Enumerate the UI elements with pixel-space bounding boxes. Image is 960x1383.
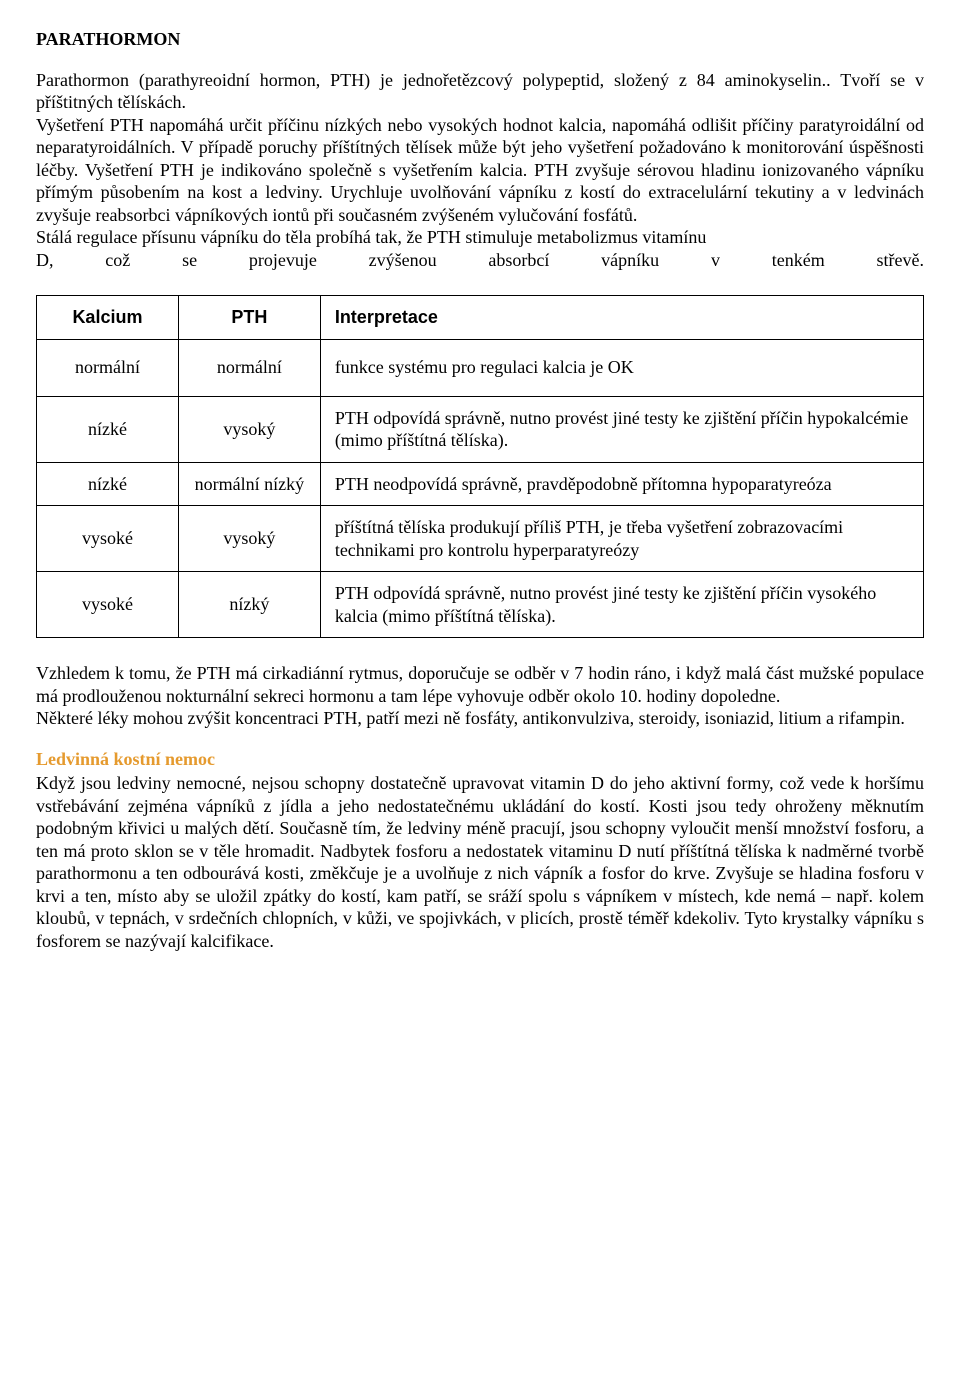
- cell-kalcium: vysoké: [37, 506, 179, 572]
- intro-para-3a: Stálá regulace přísunu vápníku do těla p…: [36, 226, 924, 249]
- cell-interpretace: příštítná tělíska produkují příliš PTH, …: [320, 506, 923, 572]
- intro-para-3b: D, což se projevuje zvýšenou absorbcí vá…: [36, 249, 924, 272]
- cell-pth: normální nízký: [178, 462, 320, 506]
- subheading-kidney: Ledvinná kostní nemoc: [36, 748, 924, 771]
- cell-kalcium: vysoké: [37, 572, 179, 638]
- table-row: vysoké nízký PTH odpovídá správně, nutno…: [37, 572, 924, 638]
- cell-pth: normální: [178, 339, 320, 396]
- cell-kalcium: nízké: [37, 462, 179, 506]
- kidney-para: Když jsou ledviny nemocné, nejsou schopn…: [36, 772, 924, 952]
- after-table-para-2: Některé léky mohou zvýšit koncentraci PT…: [36, 707, 924, 730]
- page-title: PARATHORMON: [36, 28, 924, 51]
- col-header-interpretace: Interpretace: [320, 296, 923, 340]
- cell-interpretace: PTH neodpovídá správně, pravděpodobně př…: [320, 462, 923, 506]
- cell-pth: vysoký: [178, 506, 320, 572]
- table-row: nízké vysoký PTH odpovídá správně, nutno…: [37, 396, 924, 462]
- cell-pth: nízký: [178, 572, 320, 638]
- cell-interpretace: PTH odpovídá správně, nutno provést jiné…: [320, 396, 923, 462]
- table-row: vysoké vysoký příštítná tělíska produkuj…: [37, 506, 924, 572]
- col-header-kalcium: Kalcium: [37, 296, 179, 340]
- col-header-pth: PTH: [178, 296, 320, 340]
- table-header-row: Kalcium PTH Interpretace: [37, 296, 924, 340]
- cell-kalcium: nízké: [37, 396, 179, 462]
- table-row: nízké normální nízký PTH neodpovídá sprá…: [37, 462, 924, 506]
- after-table-para-1: Vzhledem k tomu, že PTH má cirkadiánní r…: [36, 662, 924, 707]
- intro-para-1: Parathormon (parathyreoidní hormon, PTH)…: [36, 69, 924, 114]
- cell-interpretace: funkce systému pro regulaci kalcia je OK: [320, 339, 923, 396]
- cell-interpretace: PTH odpovídá správně, nutno provést jiné…: [320, 572, 923, 638]
- cell-kalcium: normální: [37, 339, 179, 396]
- table-row: normální normální funkce systému pro reg…: [37, 339, 924, 396]
- intro-para-2: Vyšetření PTH napomáhá určit příčinu níz…: [36, 114, 924, 227]
- interpretation-table: Kalcium PTH Interpretace normální normál…: [36, 295, 924, 638]
- cell-pth: vysoký: [178, 396, 320, 462]
